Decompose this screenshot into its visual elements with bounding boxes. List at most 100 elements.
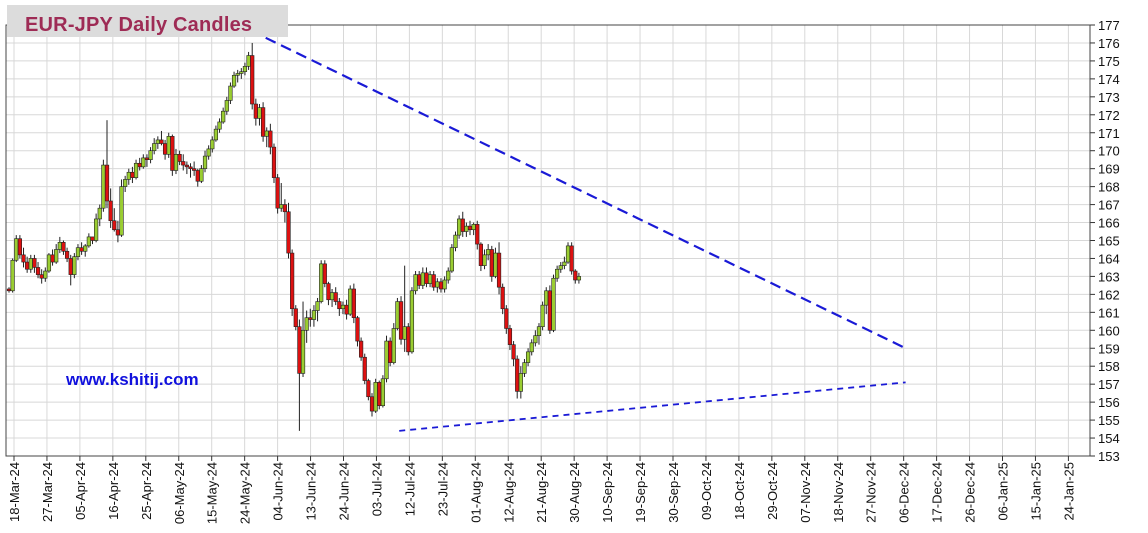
candle-body — [50, 254, 55, 263]
candle-body — [83, 245, 88, 252]
x-tick-label: 25-Apr-24 — [139, 462, 154, 520]
candle-body — [431, 274, 436, 288]
x-tick-label: 15-May-24 — [205, 462, 220, 524]
candle-body — [170, 136, 175, 171]
x-tick-label: 15-Jan-25 — [1028, 462, 1043, 521]
candle-body — [130, 171, 135, 178]
candle-body — [515, 358, 520, 392]
x-tick-label: 21-Aug-24 — [534, 462, 549, 523]
y-tick-label: 177 — [1098, 18, 1120, 33]
y-tick-label: 153 — [1098, 449, 1120, 464]
y-tick-label: 162 — [1098, 287, 1120, 302]
chart-title: EUR-JPY Daily Candles — [25, 14, 253, 36]
candle-body — [402, 326, 407, 340]
candle-body — [319, 263, 324, 302]
candle-body — [544, 290, 549, 306]
candle-body — [518, 373, 523, 392]
candle-body — [173, 154, 179, 171]
candle-body — [297, 326, 302, 374]
candle-body — [210, 139, 215, 150]
candle-body — [507, 328, 513, 345]
candle-body — [166, 136, 171, 155]
candle-body — [355, 317, 360, 342]
candle-body — [565, 245, 571, 263]
candle-body — [6, 288, 12, 292]
candle-body — [562, 261, 567, 266]
candle-body — [489, 249, 494, 277]
x-tick-label: 24-Jan-25 — [1061, 462, 1076, 521]
y-tick-label: 160 — [1098, 323, 1120, 338]
x-tick-label: 24-Jun-24 — [337, 462, 352, 521]
x-tick-label: 13-Jun-24 — [304, 462, 319, 521]
candle-body — [90, 236, 95, 241]
candle-body — [17, 238, 22, 256]
x-tick-label: 18-Mar-24 — [7, 462, 22, 522]
y-tick-label: 174 — [1098, 72, 1120, 87]
trendline-support — [399, 381, 906, 432]
candle-body — [388, 340, 393, 363]
candle-body — [290, 252, 295, 310]
candle-body — [239, 71, 244, 74]
candle-body — [246, 55, 251, 67]
x-tick-label: 29-Oct-24 — [765, 462, 780, 520]
candle-body — [395, 301, 400, 329]
candle-body — [32, 258, 37, 268]
plot-frame — [5, 24, 1091, 457]
x-tick-label: 12-Aug-24 — [501, 462, 516, 523]
y-axis: 177 176 175 174 173 172 171 170 169 168 167 166 165 1… — [5, 18, 1120, 464]
candle-body — [344, 304, 349, 315]
x-tick-label: 12-Jul-24 — [402, 462, 417, 516]
candle-body — [457, 218, 462, 236]
candle-body — [311, 310, 317, 320]
candle-body — [97, 207, 102, 220]
candle-body — [362, 356, 367, 381]
candle-body — [286, 211, 291, 254]
candle-body — [199, 168, 204, 182]
candle-body — [155, 139, 160, 144]
candle-body — [202, 155, 208, 169]
candle-body — [188, 166, 193, 169]
candle-body — [442, 279, 447, 290]
candle-body — [282, 204, 287, 213]
x-tick-label: 26-Dec-24 — [963, 462, 978, 523]
x-tick-label: 30-Aug-24 — [567, 462, 582, 523]
x-tick-label: 27-Mar-24 — [40, 462, 55, 522]
candle-body — [206, 148, 211, 157]
y-tick-label: 156 — [1098, 395, 1120, 410]
candle-body — [137, 162, 142, 168]
candle-body — [250, 55, 255, 105]
x-tick-label: 06-Dec-24 — [897, 462, 912, 523]
x-tick-label: 05-Apr-24 — [73, 462, 88, 520]
candle-body — [420, 272, 425, 286]
candle-body — [184, 164, 189, 168]
candle-body — [39, 274, 44, 279]
candle-body — [72, 256, 77, 275]
y-tick-label: 176 — [1098, 36, 1120, 51]
candle-body — [304, 317, 309, 331]
candle-body — [75, 247, 81, 257]
chart-title-box: EUR-JPY Daily Candles — [7, 5, 288, 37]
y-tick-label: 161 — [1098, 305, 1120, 320]
candle-body — [257, 107, 262, 119]
candle-body — [417, 274, 422, 286]
candle-body — [475, 224, 480, 245]
candle-body — [547, 290, 552, 331]
x-tick-label: 01-Aug-24 — [468, 462, 483, 523]
y-tick-label: 170 — [1098, 144, 1120, 159]
candle-body — [28, 258, 33, 270]
candle-body — [192, 168, 197, 171]
x-tick-label: 23-Jul-24 — [435, 462, 450, 516]
trendline-resistance — [249, 29, 907, 350]
candle-body — [500, 286, 505, 310]
candle-body — [348, 288, 353, 315]
trendlines — [249, 29, 907, 432]
x-tick-label: 27-Nov-24 — [864, 462, 879, 523]
candle-body — [551, 277, 556, 331]
candle-body — [435, 281, 440, 288]
candle-body — [373, 382, 378, 412]
candle-body — [366, 380, 371, 398]
candle-body — [493, 252, 498, 277]
candles — [6, 42, 582, 431]
x-tick-label: 18-Nov-24 — [831, 462, 846, 523]
